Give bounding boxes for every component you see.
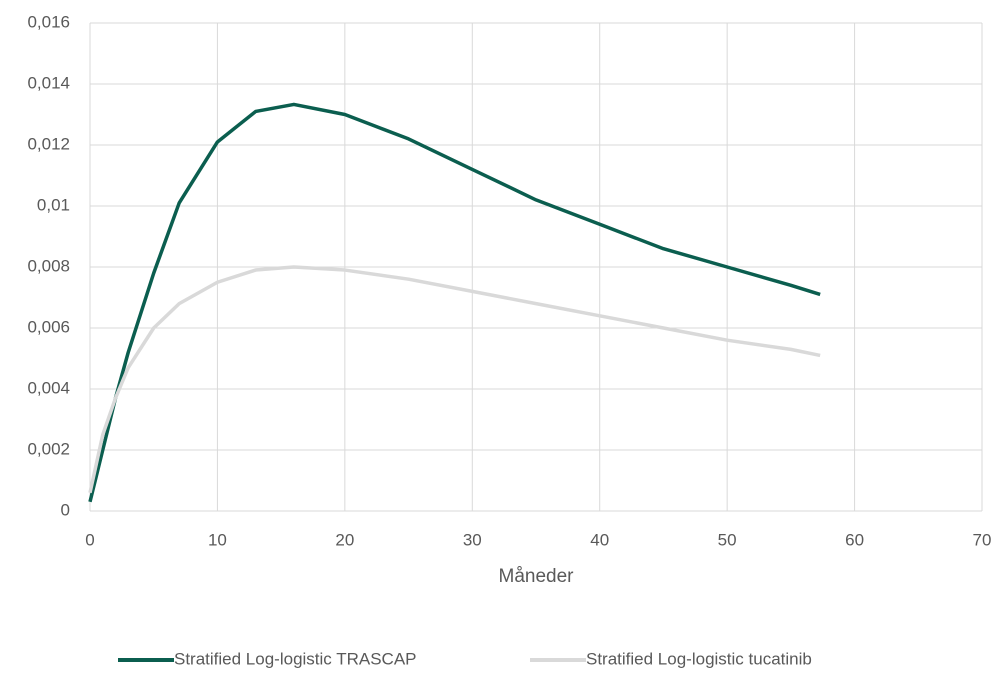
y-tick-label: 0	[61, 500, 70, 519]
x-tick-label: 30	[463, 530, 482, 549]
y-tick-label: 0,002	[27, 439, 70, 458]
x-tick-label: 10	[208, 530, 227, 549]
x-tick-label: 50	[718, 530, 737, 549]
y-tick-label: 0,01	[37, 195, 70, 214]
y-tick-label: 0,016	[27, 12, 70, 31]
y-tick-label: 0,006	[27, 317, 70, 336]
x-axis-title: Måneder	[499, 566, 575, 587]
x-tick-label: 20	[335, 530, 354, 549]
y-tick-label: 0,014	[27, 73, 70, 92]
x-tick-label: 40	[590, 530, 609, 549]
y-tick-label: 0,004	[27, 378, 70, 397]
legend-label: Stratified Log-logistic tucatinib	[586, 649, 812, 668]
x-tick-label: 0	[85, 530, 94, 549]
data-line	[88, 265, 821, 494]
y-tick-label: 0,012	[27, 134, 70, 153]
x-tick-label: 60	[845, 530, 864, 549]
y-tick-label: 0,008	[27, 256, 70, 275]
legend-label: Stratified Log-logistic TRASCAP	[174, 649, 417, 668]
x-tick-label: 70	[973, 530, 992, 549]
data-line	[88, 102, 821, 503]
